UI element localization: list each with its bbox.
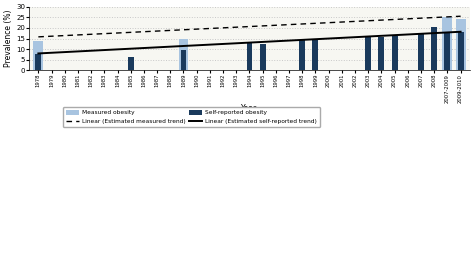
Y-axis label: Prevalence (%): Prevalence (%) xyxy=(4,10,13,67)
Bar xyxy=(179,39,189,70)
Bar xyxy=(457,32,464,70)
Bar xyxy=(246,43,253,70)
Legend: Measured obesity, Linear (Estimated measured trend), Self-reported obesity, Line: Measured obesity, Linear (Estimated meas… xyxy=(63,106,320,127)
Bar xyxy=(299,40,305,70)
Bar xyxy=(365,38,371,70)
Bar xyxy=(418,34,424,70)
X-axis label: Year: Year xyxy=(241,104,257,113)
Bar xyxy=(260,44,265,70)
Bar xyxy=(442,17,452,70)
Bar xyxy=(378,38,384,70)
Bar xyxy=(392,37,398,70)
Bar xyxy=(36,54,41,70)
Bar xyxy=(181,50,186,70)
Bar xyxy=(33,41,43,70)
Bar xyxy=(431,27,437,70)
Bar xyxy=(456,19,465,70)
Bar xyxy=(128,57,134,70)
Bar xyxy=(312,39,319,70)
Bar xyxy=(445,32,450,70)
